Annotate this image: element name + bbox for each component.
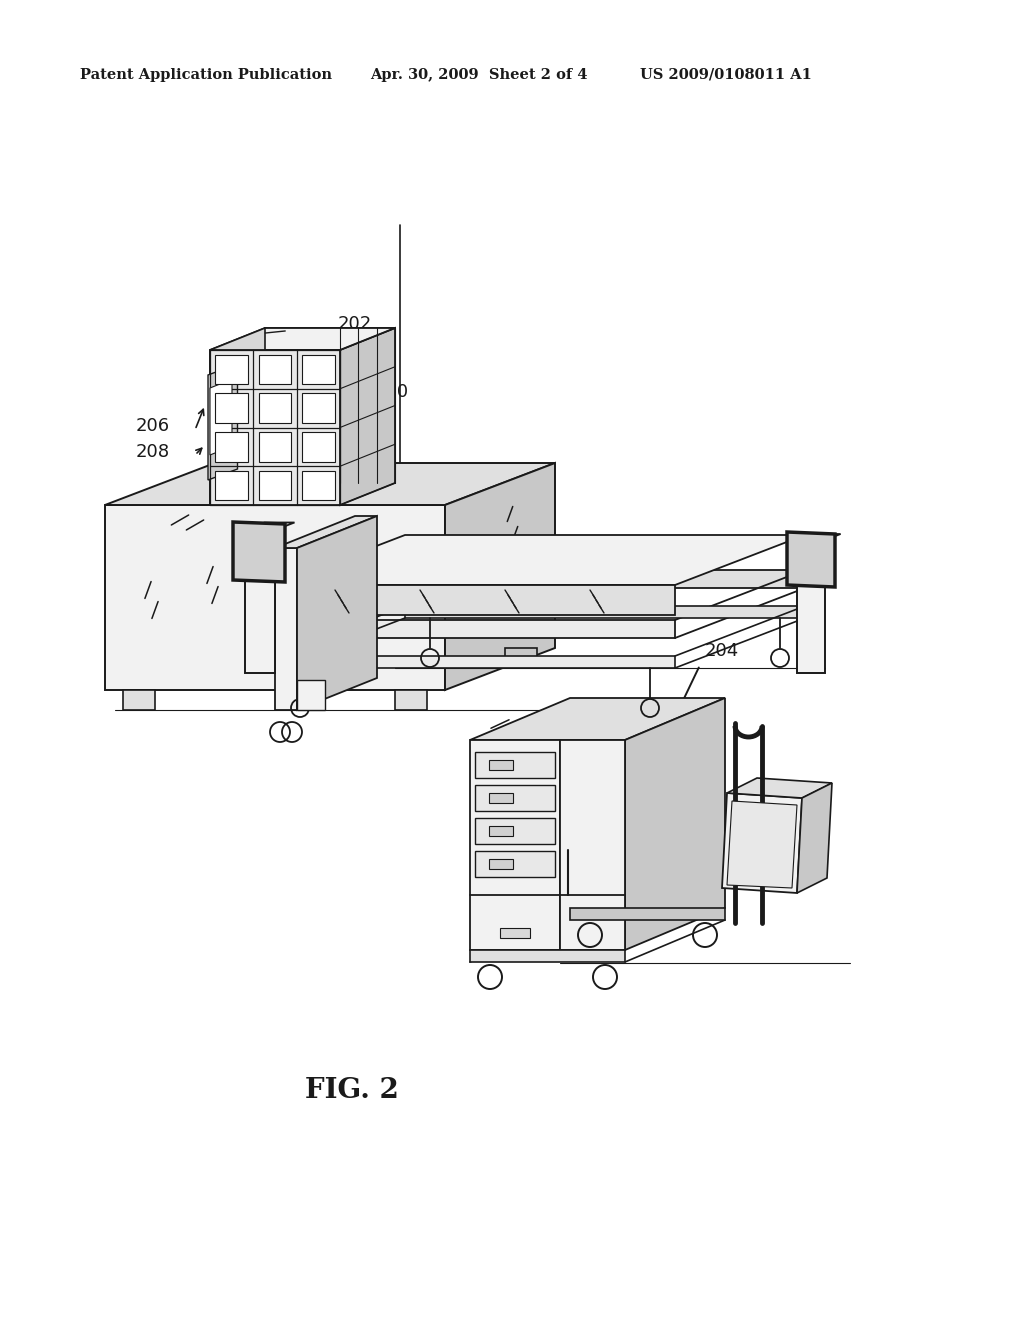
Polygon shape <box>215 471 248 500</box>
Polygon shape <box>258 432 292 462</box>
Polygon shape <box>208 364 238 480</box>
Polygon shape <box>245 531 275 673</box>
Polygon shape <box>215 355 248 384</box>
Polygon shape <box>275 548 297 710</box>
Polygon shape <box>245 523 295 531</box>
Polygon shape <box>233 521 285 582</box>
Polygon shape <box>797 535 841 540</box>
Polygon shape <box>489 760 513 770</box>
Polygon shape <box>123 690 155 710</box>
Polygon shape <box>470 741 560 950</box>
Polygon shape <box>570 908 725 920</box>
Polygon shape <box>505 648 537 668</box>
Polygon shape <box>475 785 555 810</box>
Polygon shape <box>297 516 377 710</box>
Polygon shape <box>787 532 835 587</box>
Text: Patent Application Publication: Patent Application Publication <box>80 69 332 82</box>
Text: 206: 206 <box>136 417 170 436</box>
Text: Apr. 30, 2009  Sheet 2 of 4: Apr. 30, 2009 Sheet 2 of 4 <box>370 69 588 82</box>
Polygon shape <box>258 471 292 500</box>
Polygon shape <box>297 680 325 710</box>
Text: FIG. 2: FIG. 2 <box>305 1077 399 1104</box>
Polygon shape <box>722 793 802 894</box>
Text: 202: 202 <box>338 315 373 333</box>
Polygon shape <box>797 783 831 894</box>
Polygon shape <box>302 432 335 462</box>
Polygon shape <box>210 379 232 455</box>
Polygon shape <box>489 826 513 836</box>
Polygon shape <box>727 801 797 888</box>
Polygon shape <box>215 432 248 462</box>
Polygon shape <box>275 585 675 615</box>
Polygon shape <box>406 606 805 618</box>
Polygon shape <box>560 741 625 950</box>
Polygon shape <box>210 350 340 506</box>
Polygon shape <box>475 851 555 876</box>
Polygon shape <box>489 793 513 803</box>
Polygon shape <box>105 463 555 506</box>
Polygon shape <box>275 535 805 585</box>
Text: 204: 204 <box>705 642 739 660</box>
Polygon shape <box>210 327 265 506</box>
Polygon shape <box>727 777 831 799</box>
Polygon shape <box>258 355 292 384</box>
Polygon shape <box>470 698 725 741</box>
Polygon shape <box>275 656 675 668</box>
Polygon shape <box>105 506 445 690</box>
Polygon shape <box>302 471 335 500</box>
Polygon shape <box>210 327 395 350</box>
Text: 210: 210 <box>375 383 410 401</box>
Polygon shape <box>258 393 292 422</box>
Polygon shape <box>395 690 427 710</box>
Polygon shape <box>475 752 555 777</box>
Polygon shape <box>500 928 530 939</box>
Polygon shape <box>215 393 248 422</box>
Polygon shape <box>275 516 377 548</box>
Polygon shape <box>302 393 335 422</box>
Polygon shape <box>275 620 675 638</box>
Polygon shape <box>797 540 825 673</box>
Polygon shape <box>406 570 805 587</box>
Polygon shape <box>340 327 395 506</box>
Polygon shape <box>302 355 335 384</box>
Polygon shape <box>489 859 513 869</box>
Polygon shape <box>470 950 625 962</box>
Polygon shape <box>475 818 555 843</box>
Text: US 2009/0108011 A1: US 2009/0108011 A1 <box>640 69 812 82</box>
Polygon shape <box>445 463 555 690</box>
Polygon shape <box>265 327 395 483</box>
Polygon shape <box>625 698 725 950</box>
Text: 208: 208 <box>136 444 170 461</box>
